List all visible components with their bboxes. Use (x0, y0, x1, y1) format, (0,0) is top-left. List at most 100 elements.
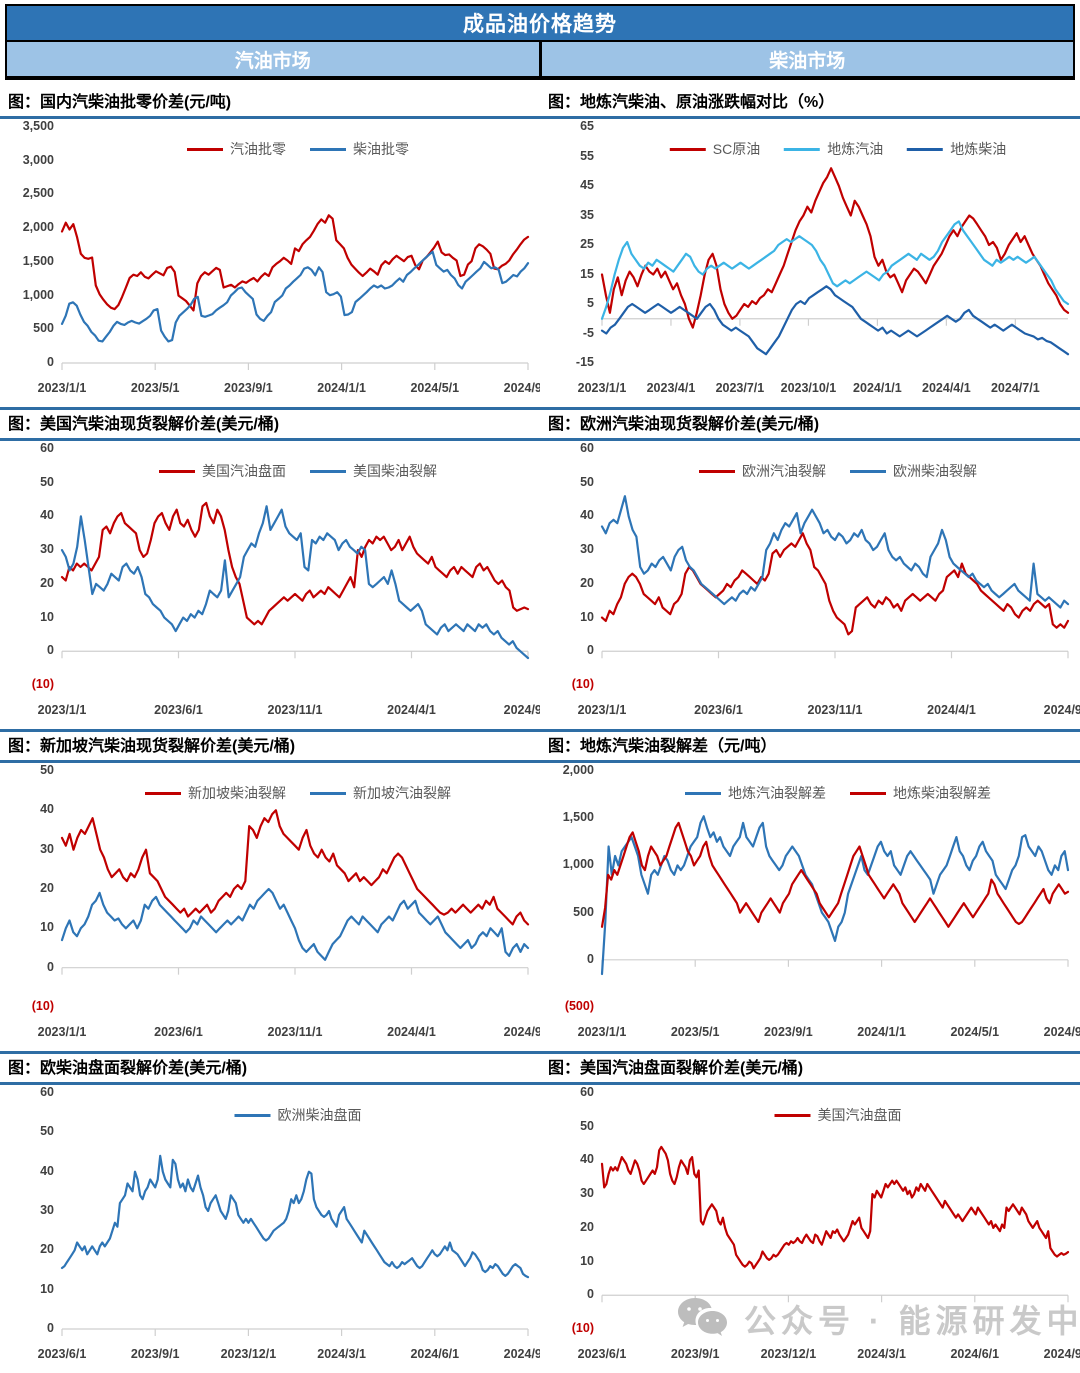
legend-swatch (685, 791, 721, 795)
y-axis-label: 1,000 (22, 287, 54, 302)
chart-panel-refinery-crude-change: 图：地炼汽柴油、原油涨跌幅对比（%） -15 -5 5 15 25 35 45 55 65 202… (540, 88, 1080, 407)
legend-swatch (774, 1113, 811, 1117)
x-axis-label: 2024/3/1 (317, 1347, 366, 1361)
y-axis-label: 35 (580, 207, 594, 222)
y-axis-label: 0 (47, 643, 54, 658)
chart-canvas (600, 815, 1070, 976)
y-axis-label: 30 (40, 1203, 54, 1217)
y-axis-label: 30 (40, 542, 54, 557)
x-axis-label: 2023/1/1 (577, 703, 627, 717)
chart-area: 0 10 20 30 40 50 60 2023/6/1 2023/9/1 2023/12/1 20… (0, 1085, 540, 1373)
chart-title: 图：欧洲汽柴油现货裂解价差(美元/桶) (540, 410, 1080, 441)
legend: 美国汽油盘面 美国柴油裂解 (159, 461, 437, 481)
y-axis-label: 50 (580, 474, 594, 489)
legend: 新加坡柴油裂解 新加坡汽油裂解 (145, 783, 451, 803)
y-axis-label: 500 (33, 321, 54, 336)
series-line (60, 887, 530, 961)
x-axis-label: 2023/6/1 (694, 703, 743, 717)
legend: 欧洲汽油裂解 欧洲柴油裂解 (699, 461, 977, 481)
legend-item: 欧洲柴油盘面 (234, 1105, 362, 1125)
y-axis-label: 0 (587, 1287, 594, 1302)
y-axis-label: 5 (587, 296, 594, 310)
x-axis-label: 2024/4/1 (387, 703, 436, 717)
legend: SC原油 地炼汽油 地炼柴油 (669, 139, 1006, 159)
legend-swatch (145, 791, 181, 795)
x-axis-label: 2024/4/1 (387, 1025, 436, 1039)
series-line (600, 821, 1070, 928)
series-line (60, 809, 530, 926)
series-line (600, 285, 1070, 356)
legend-swatch (850, 791, 886, 795)
y-axis-label: 15 (580, 266, 594, 281)
x-axis-label: 2023/6/1 (154, 1025, 203, 1039)
x-axis-label: 2024/6/1 (950, 1347, 1000, 1361)
x-axis-label: 2023/5/1 (130, 381, 180, 395)
y-axis-label: (500) (564, 999, 594, 1013)
legend: 汽油批零 柴油批零 (187, 139, 409, 159)
x-axis-label: 2024/9/1 (503, 381, 540, 395)
series-line (60, 501, 530, 626)
y-axis-label: 60 (40, 1085, 54, 1099)
y-axis-label: 40 (580, 1152, 594, 1167)
series-line (600, 495, 1070, 609)
y-axis-label: 60 (580, 441, 594, 455)
legend-swatch (784, 147, 821, 151)
y-axis-label: 20 (40, 1242, 54, 1257)
x-axis-label: 2023/11/1 (267, 703, 323, 717)
x-axis-label: 2024/6/1 (410, 1347, 460, 1361)
y-axis-label: 60 (580, 1085, 594, 1099)
chart-panel-refinery-crack-spread: 图：地炼汽柴油裂解差（元/吨） (500) 0 500 1,000 1,500 2,000… (540, 732, 1080, 1051)
chart-panel-eu-spot-crack: 图：欧洲汽柴油现货裂解价差(美元/桶) (10) 0 10 20 30 40 50 60 202… (540, 410, 1080, 729)
y-axis-label: 3,000 (22, 152, 54, 167)
x-axis-label: 2023/11/1 (807, 703, 863, 717)
y-axis-label: 30 (580, 542, 594, 557)
series-line (600, 167, 1070, 329)
legend-swatch (699, 469, 735, 473)
y-axis-label: 40 (40, 1163, 54, 1178)
report-title-bar: 成品油价格趋势 (5, 4, 1075, 42)
x-axis-label: 2024/9/1 (503, 1025, 540, 1039)
chart-row-1: 图：国内汽柴油批零价差(元/吨) 0 500 1,000 1,500 2,000 2,50… (0, 88, 1080, 410)
chart-panel-domestic-spread: 图：国内汽柴油批零价差(元/吨) 0 500 1,000 1,500 2,000 2,50… (0, 88, 540, 407)
x-axis-label: 2024/9/1 (1043, 1025, 1080, 1039)
x-axis-label: 2024/1/1 (857, 1025, 906, 1039)
chart-row-2: 图：美国汽柴油现货裂解价差(美元/桶) (10) 0 10 20 30 40 50 60 202… (0, 410, 1080, 732)
chart-title: 图：美国汽油盘面裂解价差(美元/桶) (540, 1054, 1080, 1085)
report-title: 成品油价格趋势 (463, 13, 617, 36)
legend-label: 欧洲柴油裂解 (893, 463, 977, 479)
x-axis-label: 2023/1/1 (37, 1025, 87, 1039)
x-axis-label: 2023/6/1 (154, 703, 203, 717)
y-axis-label: 2,000 (562, 763, 594, 777)
chart-grid: 图：国内汽柴油批零价差(元/吨) 0 500 1,000 1,500 2,000 2,50… (0, 88, 1080, 1373)
series-line (600, 815, 1070, 976)
legend-item: 地炼汽油裂解差 (685, 783, 826, 803)
legend-label: 美国汽油盘面 (202, 463, 286, 479)
x-axis-label: 2024/5/1 (950, 1025, 1000, 1039)
x-axis-label: 2024/9/1 (503, 703, 540, 717)
x-axis-label: 2024/7/1 (990, 381, 1040, 395)
legend-swatch (907, 147, 944, 151)
y-axis-label: 10 (40, 920, 54, 935)
y-axis-label: 40 (580, 508, 594, 523)
chart-row-3: 图：新加坡汽柴油现货裂解价差(美元/桶) (10) 0 10 20 30 40 50 2023… (0, 732, 1080, 1054)
y-axis-label: 50 (40, 474, 54, 489)
x-axis-label: 2023/4/1 (646, 381, 696, 395)
legend: 欧洲柴油盘面 (234, 1105, 362, 1125)
x-axis-label: 2023/6/1 (577, 1347, 627, 1361)
chart-canvas (60, 501, 530, 660)
x-axis-label: 2023/12/1 (760, 1347, 817, 1361)
legend-item: 地炼柴油裂解差 (850, 783, 991, 803)
x-axis-label: 2023/7/1 (715, 381, 765, 395)
y-axis-label: -5 (582, 325, 594, 340)
y-axis-label: 20 (40, 575, 54, 590)
chart-canvas (600, 1145, 1070, 1303)
y-axis-label: 30 (580, 1186, 594, 1201)
y-axis-label: 20 (580, 1219, 594, 1234)
y-axis-label: 0 (47, 1321, 54, 1335)
legend-item: SC原油 (669, 139, 760, 159)
legend-swatch (850, 469, 886, 473)
x-axis-label: 2023/9/1 (130, 1347, 180, 1361)
chart-panel-us-spot-crack: 图：美国汽柴油现货裂解价差(美元/桶) (10) 0 10 20 30 40 50 60 202… (0, 410, 540, 729)
y-axis-label: 50 (40, 1124, 54, 1139)
x-axis-label: 2023/1/1 (37, 381, 87, 395)
